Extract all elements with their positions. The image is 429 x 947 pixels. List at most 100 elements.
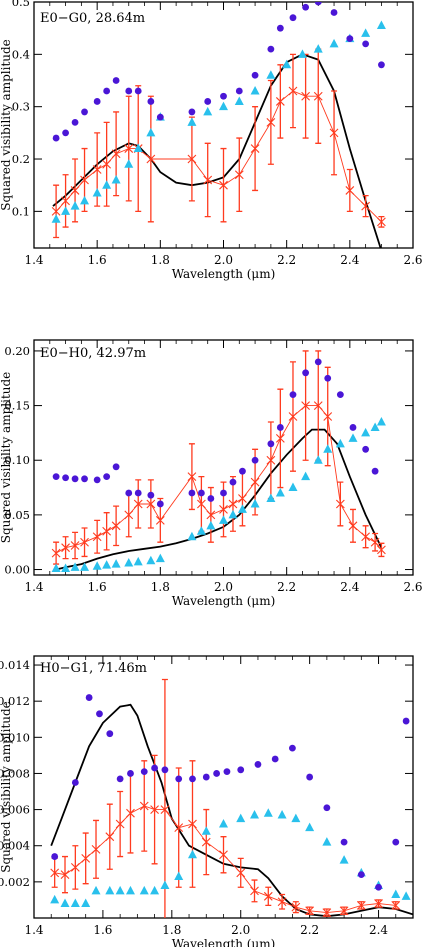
triangle-point xyxy=(361,427,371,437)
dot-point xyxy=(302,369,310,377)
data-point-cross xyxy=(115,819,125,829)
data-point-cross xyxy=(111,521,121,531)
triangle-point xyxy=(133,143,143,153)
dot-point xyxy=(151,764,158,772)
dot-point xyxy=(134,87,142,95)
dot-point xyxy=(346,35,354,43)
data-point-cross xyxy=(250,886,259,896)
y-tick-label: 0.4 xyxy=(12,47,30,61)
data-point-cross xyxy=(219,180,228,190)
data-point-cross xyxy=(61,196,70,206)
triangle-point xyxy=(370,422,380,431)
dot-point xyxy=(254,761,262,768)
data-point-cross xyxy=(155,515,165,525)
dot-point xyxy=(220,489,227,497)
triangle-point xyxy=(313,455,323,464)
data-point-cross xyxy=(313,401,323,410)
triangle-point xyxy=(174,871,184,880)
data-point-cross xyxy=(174,823,184,833)
panel-annotation: H0−G1, 71.46m xyxy=(40,661,147,676)
dot-point xyxy=(223,768,231,776)
triangle-point xyxy=(102,560,112,569)
dot-point xyxy=(340,838,348,846)
triangle-point xyxy=(92,188,102,197)
data-line xyxy=(55,90,382,223)
data-point-cross xyxy=(370,537,380,547)
x-tick-label: 2.4 xyxy=(340,580,359,594)
y-tick-label: 0.3 xyxy=(12,100,30,114)
dot-point xyxy=(134,489,142,497)
triangle-point xyxy=(187,117,197,126)
data-point-cross xyxy=(339,906,349,916)
data-point-cross xyxy=(146,499,156,509)
dot-point xyxy=(197,489,205,497)
dot-point xyxy=(306,773,314,781)
dot-point xyxy=(62,474,69,482)
triangle-point xyxy=(282,59,292,69)
dot-point xyxy=(392,838,400,846)
y-axis-label: Squared visibility amplitude xyxy=(0,39,13,211)
dot-point xyxy=(188,108,196,116)
x-tick-label: 1.8 xyxy=(162,923,181,937)
dot-point xyxy=(81,475,88,483)
triangle-point xyxy=(297,49,307,58)
dot-point xyxy=(235,87,243,95)
data-point-cross xyxy=(238,494,247,503)
data-point-cross xyxy=(160,805,170,814)
data-point-cross xyxy=(263,891,273,901)
triangle-point xyxy=(146,127,156,137)
x-tick-label: 2.0 xyxy=(214,580,233,594)
data-point-cross xyxy=(91,844,101,854)
triangle-point xyxy=(139,885,149,895)
triangle-point xyxy=(263,808,273,817)
data-point-cross xyxy=(391,900,401,910)
panel-0: E0−G0, 28.64m 1.4 1.6 1.8 2.0 2.2 2.4 2.6 0.1 0.… xyxy=(0,0,423,281)
model-curve xyxy=(52,53,382,248)
panel-1: E0−H0, 42.97m 1.4 1.6 1.8 2.0 2.2 2.4 2.6 0.00 0… xyxy=(0,339,423,608)
y-tick-label: 0.004 xyxy=(0,839,30,853)
triangle-point xyxy=(50,894,60,904)
dot-point xyxy=(349,424,357,431)
dot-point xyxy=(371,467,379,475)
data-point-cross xyxy=(80,175,89,185)
dot-point xyxy=(175,775,183,783)
x-tick-label: 1.4 xyxy=(24,580,43,594)
dot-point xyxy=(127,770,134,777)
triangle-point xyxy=(305,822,315,832)
dot-point xyxy=(357,871,365,879)
dot-point xyxy=(267,45,275,53)
y-tick-label: 0.010 xyxy=(0,730,30,744)
data-point-cross xyxy=(361,201,371,211)
triangle-point xyxy=(277,810,287,819)
dot-point xyxy=(314,358,322,366)
data-point-cross xyxy=(203,175,213,185)
dot-point xyxy=(267,440,275,448)
dot-point xyxy=(362,40,370,48)
data-point-cross xyxy=(70,541,80,550)
dot-point xyxy=(330,9,338,16)
data-point-cross xyxy=(275,433,285,443)
data-point-cross xyxy=(305,906,315,916)
dot-point xyxy=(112,77,120,84)
data-point-cross xyxy=(250,144,260,153)
data-point-cross xyxy=(219,850,228,860)
dot-point xyxy=(324,374,332,382)
dot-point xyxy=(289,391,297,399)
data-point-cross xyxy=(111,149,121,159)
dot-point xyxy=(147,98,155,105)
data-point-cross xyxy=(356,900,366,910)
triangle-point xyxy=(250,498,260,508)
dot-point xyxy=(188,489,196,497)
triangle-point xyxy=(219,515,228,524)
dot-point xyxy=(161,766,169,774)
triangle-point xyxy=(187,849,197,859)
x-tick-label: 2.4 xyxy=(369,923,388,937)
dot-point xyxy=(116,775,124,783)
data-point-cross xyxy=(92,165,102,174)
data-point-cross xyxy=(361,532,371,542)
data-point-cross xyxy=(50,868,60,878)
x-tick-label: 2.2 xyxy=(277,580,296,594)
triangle-point xyxy=(219,819,228,828)
triangle-point xyxy=(70,562,80,571)
data-point-cross xyxy=(275,97,285,106)
